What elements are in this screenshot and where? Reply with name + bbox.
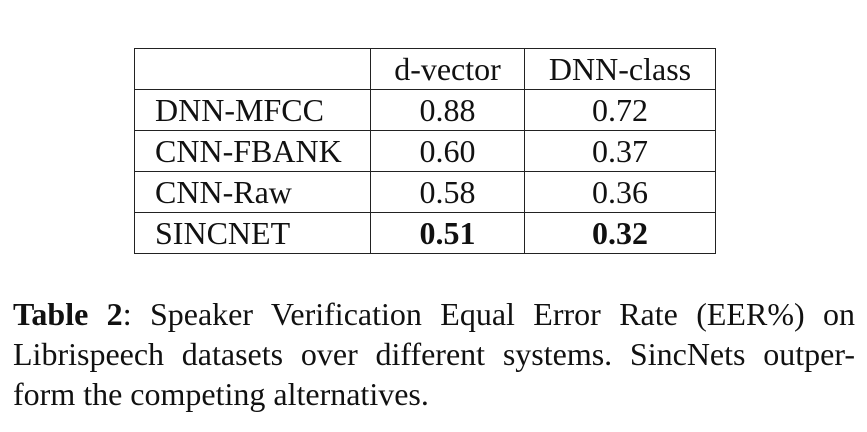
caption-line-3: form the competing alternatives. (13, 376, 429, 412)
d-vector-cell: 0.88 (370, 89, 525, 131)
d-vector-cell-best: 0.51 (370, 212, 525, 254)
results-table: d-vector DNN-class DNN-MFCC 0.88 0.72 CN… (134, 48, 716, 254)
dnn-class-cell: 0.37 (524, 130, 716, 172)
dnn-class-cell: 0.72 (524, 89, 716, 131)
system-name-cell: DNN-MFCC (134, 89, 371, 131)
table-row: CNN-FBANK 0.60 0.37 (134, 130, 716, 172)
dnn-class-cell-best: 0.32 (524, 212, 716, 254)
table-header-row: d-vector DNN-class (134, 48, 716, 90)
d-vector-cell: 0.60 (370, 130, 525, 172)
table-caption: Table 2: Speaker Verification Equal Erro… (13, 294, 855, 414)
header-cell-d-vector: d-vector (370, 48, 525, 90)
header-cell-empty (134, 48, 371, 90)
caption-separator: : (122, 296, 132, 332)
table-row-best: SINCNET 0.51 0.32 (134, 212, 716, 254)
system-name-cell: SINCNET (134, 212, 371, 254)
dnn-class-cell: 0.36 (524, 171, 716, 213)
caption-label: Table 2 (13, 296, 123, 332)
header-cell-dnn-class: DNN-class (524, 48, 716, 90)
table-row: DNN-MFCC 0.88 0.72 (134, 89, 716, 131)
system-name-cell: CNN-FBANK (134, 130, 371, 172)
table-row: CNN-Raw 0.58 0.36 (134, 171, 716, 213)
caption-line-2: Librispeech datasets over different syst… (13, 336, 855, 372)
d-vector-cell: 0.58 (370, 171, 525, 213)
caption-line-1: Speaker Verification Equal Error Rate (E… (149, 296, 856, 332)
system-name-cell: CNN-Raw (134, 171, 371, 213)
